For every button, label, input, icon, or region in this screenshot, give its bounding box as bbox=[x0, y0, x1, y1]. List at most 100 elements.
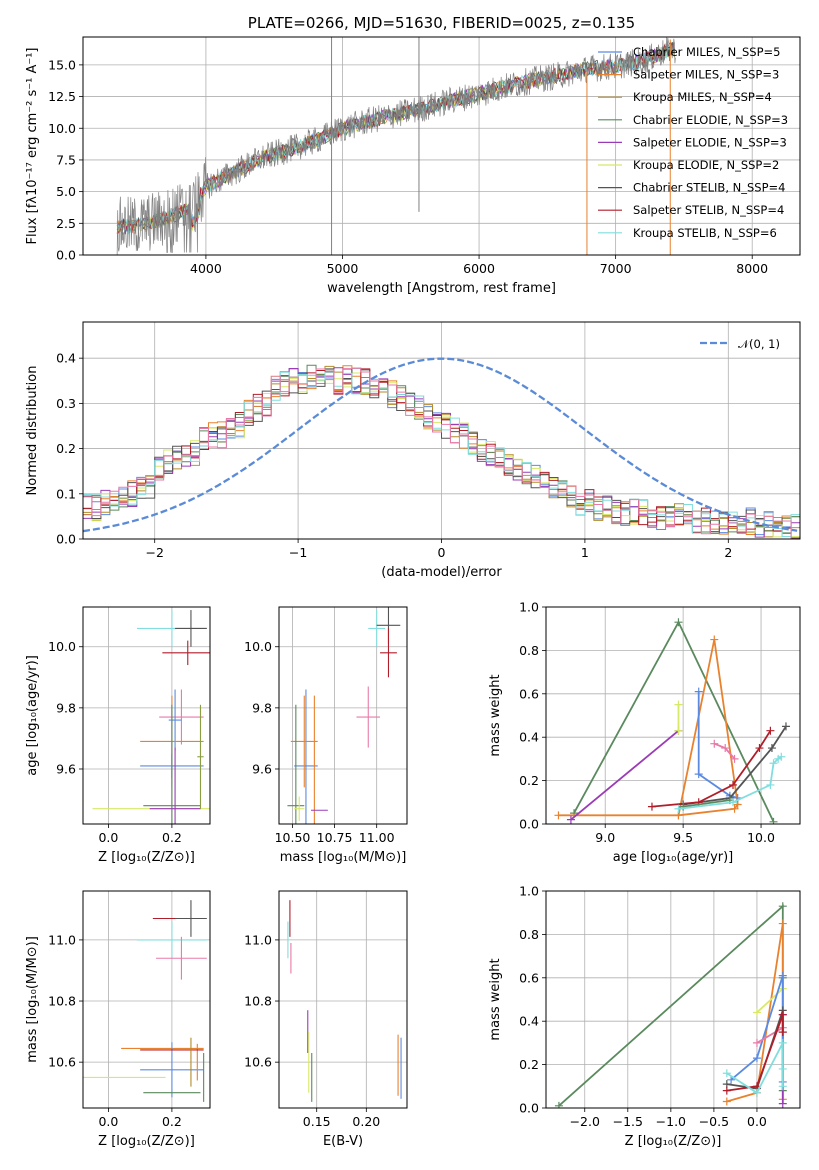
weight-marker bbox=[752, 1008, 761, 1017]
weight-marker bbox=[730, 804, 739, 813]
y-axis-label: Flux [fλ10⁻¹⁷ erg cm⁻² s⁻¹ A⁻¹] bbox=[25, 48, 40, 245]
plot-area-weight-vs-age bbox=[554, 618, 790, 824]
axes-mass-vs-ebv: 0.15 0.20 10.6 10.8 11.0 E(B-V) bbox=[244, 890, 408, 1149]
weight-marker bbox=[710, 635, 719, 644]
data-spectrum bbox=[116, 37, 676, 255]
y-tick-label: 0.4 bbox=[519, 730, 539, 745]
weight-series-salpeter_elodie bbox=[566, 726, 683, 824]
weight-marker bbox=[752, 1088, 761, 1097]
axes-frame bbox=[82, 321, 801, 540]
y-tick-label: 10.6 bbox=[244, 1055, 272, 1070]
weight-marker bbox=[778, 1099, 787, 1108]
weight-marker bbox=[694, 687, 703, 696]
y-tick-label: 0.1 bbox=[56, 486, 76, 501]
y-tick-label: 12.5 bbox=[48, 89, 76, 104]
legend-entry-chabrier_stelib: Chabrier STELIB, N_SSP=4 bbox=[633, 181, 785, 195]
weight-marker bbox=[554, 1101, 563, 1108]
weight-series-kroupa_elodie bbox=[674, 700, 683, 735]
weight-marker bbox=[778, 902, 787, 911]
y-tick-label: 5.0 bbox=[56, 184, 76, 199]
x-axis-label: Z [log₁₀(Z/Z⊙)] bbox=[625, 1134, 722, 1149]
legend-entry-kroupa_stelib: Kroupa STELIB, N_SSP=6 bbox=[633, 226, 777, 240]
y-tick-label: 0.3 bbox=[56, 396, 76, 411]
y-tick-label: 11.0 bbox=[48, 932, 76, 947]
y-tick-label: 0.0 bbox=[519, 817, 539, 832]
weight-marker bbox=[778, 1010, 787, 1019]
x-tick-label: 4000 bbox=[190, 261, 222, 276]
x-tick-label: 6000 bbox=[463, 261, 495, 276]
x-tick-label: 9.0 bbox=[595, 830, 615, 845]
y-tick-label: 0.2 bbox=[519, 773, 539, 788]
data-point-chabrier_miles bbox=[294, 689, 318, 824]
weight-marker bbox=[674, 726, 683, 735]
data-point-chabrier_stelib bbox=[175, 900, 207, 937]
weight-series-salpeter_stelib bbox=[722, 1010, 787, 1095]
weight-marker bbox=[647, 802, 656, 811]
weight-marker bbox=[777, 752, 786, 761]
data-point-salpeter_miles bbox=[290, 695, 318, 788]
legend-entry-salpeter_stelib: Salpeter STELIB, N_SSP=4 bbox=[633, 203, 784, 217]
y-tick-label: 0.0 bbox=[56, 532, 76, 547]
plot-area-weight-vs-z bbox=[554, 902, 787, 1108]
data-point-salpeter_stelib bbox=[162, 640, 210, 666]
weight-marker bbox=[722, 1097, 731, 1106]
weight-marker bbox=[566, 815, 575, 824]
weight-series-pink bbox=[710, 739, 739, 763]
data-point-kroupa_stelib bbox=[368, 610, 386, 647]
data-point-chabrier_miles bbox=[168, 689, 182, 751]
y-tick-label: 10.0 bbox=[244, 639, 272, 654]
x-tick-label: 5000 bbox=[327, 261, 359, 276]
y-tick-label: 9.6 bbox=[252, 761, 272, 776]
y-tick-label: 0.0 bbox=[519, 1101, 539, 1116]
plot-area-mass-vs-ebv bbox=[287, 900, 402, 1102]
x-axis-label: mass [log₁₀(M/M⊙)] bbox=[280, 850, 407, 865]
weight-marker bbox=[778, 1028, 787, 1037]
data-point-pink bbox=[156, 936, 207, 980]
legend-entry-salpeter_elodie: Salpeter ELODIE, N_SSP=3 bbox=[633, 135, 787, 149]
legend-entry-salpeter_miles: Salpeter MILES, N_SSP=3 bbox=[633, 68, 779, 82]
x-tick-label: 0.0 bbox=[98, 830, 118, 845]
weight-line bbox=[570, 730, 680, 821]
weight-marker bbox=[778, 1082, 787, 1091]
y-tick-label: 0.2 bbox=[56, 441, 76, 456]
y-tick-label: 0.6 bbox=[519, 686, 539, 701]
x-tick-label: −1 bbox=[289, 545, 307, 560]
axes-spectrum: 4000 5000 6000 7000 8000 0.0 2.5 5.0 7.5 10.0 12.5… bbox=[25, 14, 801, 296]
weight-marker bbox=[674, 618, 683, 627]
x-axis-label: wavelength [Angstrom, rest frame] bbox=[327, 281, 556, 296]
weight-line bbox=[756, 1026, 784, 1044]
data-point-chabrier_stelib bbox=[175, 610, 207, 647]
y-tick-label: 10.8 bbox=[244, 994, 272, 1009]
axes-frame bbox=[82, 36, 801, 256]
plot-area-residuals bbox=[83, 357, 800, 539]
weight-marker bbox=[674, 700, 683, 709]
axes-age-vs-mass: 10.50 10.75 11.00 9.6 9.8 10.0 mass [log₁₀(M/M… bbox=[244, 606, 408, 865]
weight-series-kroupa_stelib bbox=[674, 752, 786, 813]
weight-series-salpeter_miles bbox=[554, 635, 742, 820]
x-tick-label: 0.15 bbox=[303, 1114, 331, 1129]
axes-mass-vs-z: 0.0 0.2 10.6 10.8 11.0 Z [log₁₀(Z/Z⊙)] mass [l… bbox=[25, 890, 211, 1149]
weight-marker bbox=[781, 722, 790, 731]
weight-line bbox=[756, 987, 784, 1014]
x-tick-label: 0.0 bbox=[98, 1114, 118, 1129]
weight-marker bbox=[755, 744, 764, 753]
x-tick-label: 10.75 bbox=[317, 830, 353, 845]
data-point-pink bbox=[356, 686, 381, 748]
data-point-pink bbox=[159, 689, 204, 745]
data-point-kroupa_stelib bbox=[136, 921, 207, 959]
weight-line bbox=[697, 691, 738, 799]
data-point-chabrier_miles bbox=[140, 1042, 204, 1098]
x-tick-label: 0.20 bbox=[352, 1114, 380, 1129]
weight-line bbox=[713, 742, 736, 760]
x-tick-label: 9.5 bbox=[673, 830, 693, 845]
y-axis-label: age [log₁₀(age/yr)] bbox=[25, 655, 40, 776]
axes-frame bbox=[545, 890, 801, 1109]
y-tick-label: 9.6 bbox=[56, 761, 76, 776]
weight-marker bbox=[752, 1038, 761, 1047]
x-tick-label: −0.5 bbox=[699, 1114, 729, 1129]
y-axis-label: mass [log₁₀(M/M⊙)] bbox=[25, 936, 40, 1063]
data-point-salpeter_elodie bbox=[149, 747, 201, 824]
x-tick-label: −2 bbox=[145, 545, 163, 560]
y-tick-label: 0.2 bbox=[519, 1057, 539, 1072]
